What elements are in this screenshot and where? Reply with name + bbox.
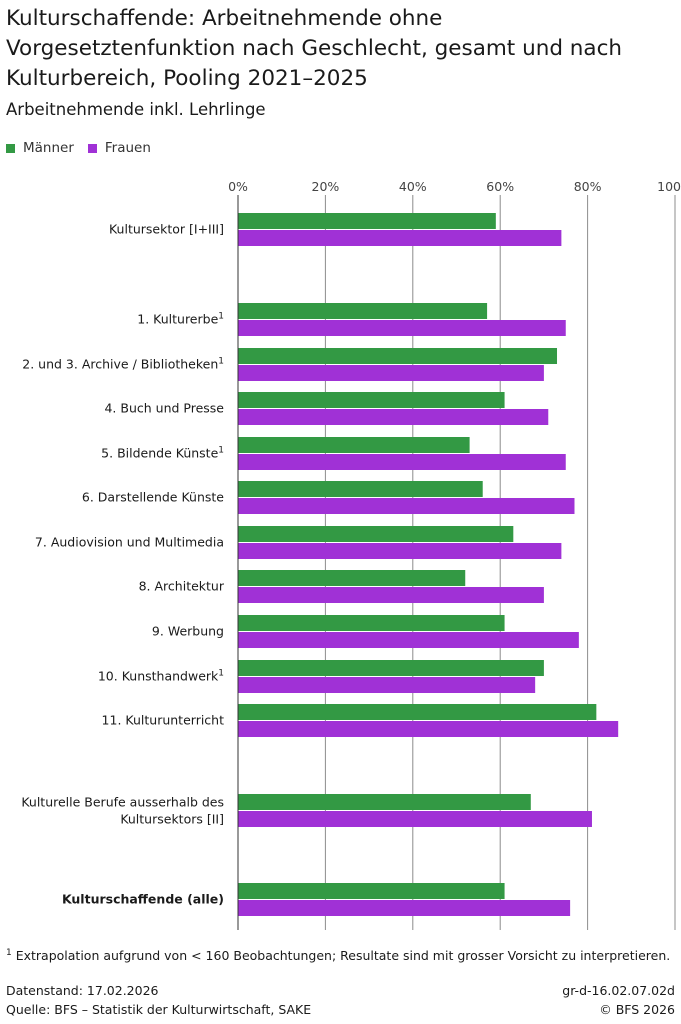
category-label: 10. Kunsthandwerk1: [98, 669, 224, 684]
bar-women: [238, 811, 592, 827]
bar-women: [238, 543, 562, 559]
category-label: 7. Audiovision und Multimedia: [35, 535, 224, 550]
x-tick-label: 20%: [312, 179, 340, 194]
x-tick-label: 80%: [574, 179, 602, 194]
legend-swatch-women: [87, 143, 97, 153]
x-tick-label: 60%: [486, 179, 514, 194]
graphic-code: gr-d-16.02.07.02d: [562, 983, 675, 998]
bar-chart: 0% 20% 40% 60% 80% 100% Kultursektor [I+III] 1.…: [21, 179, 681, 930]
bar-women: [238, 498, 575, 514]
bar-women: [238, 587, 544, 603]
legend-item-men: Männer: [6, 140, 74, 156]
bar-men: [238, 392, 505, 408]
bar-men: [238, 437, 470, 453]
data-source: Quelle: BFS – Statistik der Kulturwirtsc…: [6, 1002, 312, 1017]
bar-men: [238, 704, 597, 720]
bar-women: [238, 230, 562, 246]
category-label: Kultursektor [I+III]: [109, 222, 224, 237]
bar-men: [238, 526, 514, 542]
category-label: 9. Werbung: [152, 624, 224, 639]
legend: Männer Frauen: [6, 140, 165, 156]
legend-label-men: Männer: [23, 140, 74, 156]
bar-women: [238, 365, 544, 381]
category-label: 1. Kulturerbe1: [137, 312, 224, 327]
footer-left: Datenstand: 17.02.2026 Quelle: BFS – Sta…: [6, 981, 311, 1019]
category-label: 6. Darstellende Künste: [82, 490, 224, 505]
category-label: 8. Architektur: [139, 579, 225, 594]
footnote-marker: 1: [6, 948, 12, 958]
bar-men: [238, 570, 466, 586]
bar-women: [238, 320, 566, 336]
chart-subtitle: Arbeitnehmende inkl. Lehrlinge: [6, 100, 266, 119]
bar-men: [238, 794, 531, 810]
x-tick-label: 100%: [657, 179, 681, 194]
bar-men: [238, 481, 483, 497]
bar-men: [238, 348, 558, 364]
category-label: 4. Buch und Presse: [104, 401, 224, 416]
bar-men: [238, 660, 544, 676]
legend-label-women: Frauen: [104, 140, 151, 156]
bar-men: [238, 213, 496, 229]
bar-men: [238, 883, 505, 899]
x-tick-label: 0%: [228, 179, 248, 194]
chart-title: Kulturschaffende: Arbeitnehmende ohne Vo…: [6, 6, 623, 91]
bar-women: [238, 409, 549, 425]
copyright: © BFS 2026: [599, 1002, 675, 1017]
bar-women: [238, 677, 536, 693]
legend-item-women: Frauen: [87, 140, 151, 156]
footnote: 1 Extrapolation aufgrund von < 160 Beoba…: [6, 944, 670, 965]
category-label: 5. Bildende Künste1: [101, 446, 224, 461]
bar-men: [238, 303, 488, 319]
data-date: Datenstand: 17.02.2026: [6, 983, 159, 998]
bar-women: [238, 721, 619, 737]
footer-right: gr-d-16.02.07.02d © BFS 2026: [562, 981, 675, 1019]
x-tick-label: 40%: [399, 179, 427, 194]
bar-women: [238, 632, 579, 648]
bar-women: [238, 454, 566, 470]
bar-women: [238, 900, 571, 916]
footnote-text: Extrapolation aufgrund von < 160 Beobach…: [11, 948, 671, 964]
bar-men: [238, 615, 505, 631]
legend-swatch-men: [6, 143, 15, 153]
category-label: Kulturschaffende (alle): [62, 892, 224, 907]
category-label: 11. Kulturunterricht: [102, 713, 225, 728]
category-label: 2. und 3. Archive / Bibliotheken1: [22, 357, 224, 372]
category-label: Kulturelle Berufe ausserhalb des Kulturse…: [21, 795, 224, 827]
